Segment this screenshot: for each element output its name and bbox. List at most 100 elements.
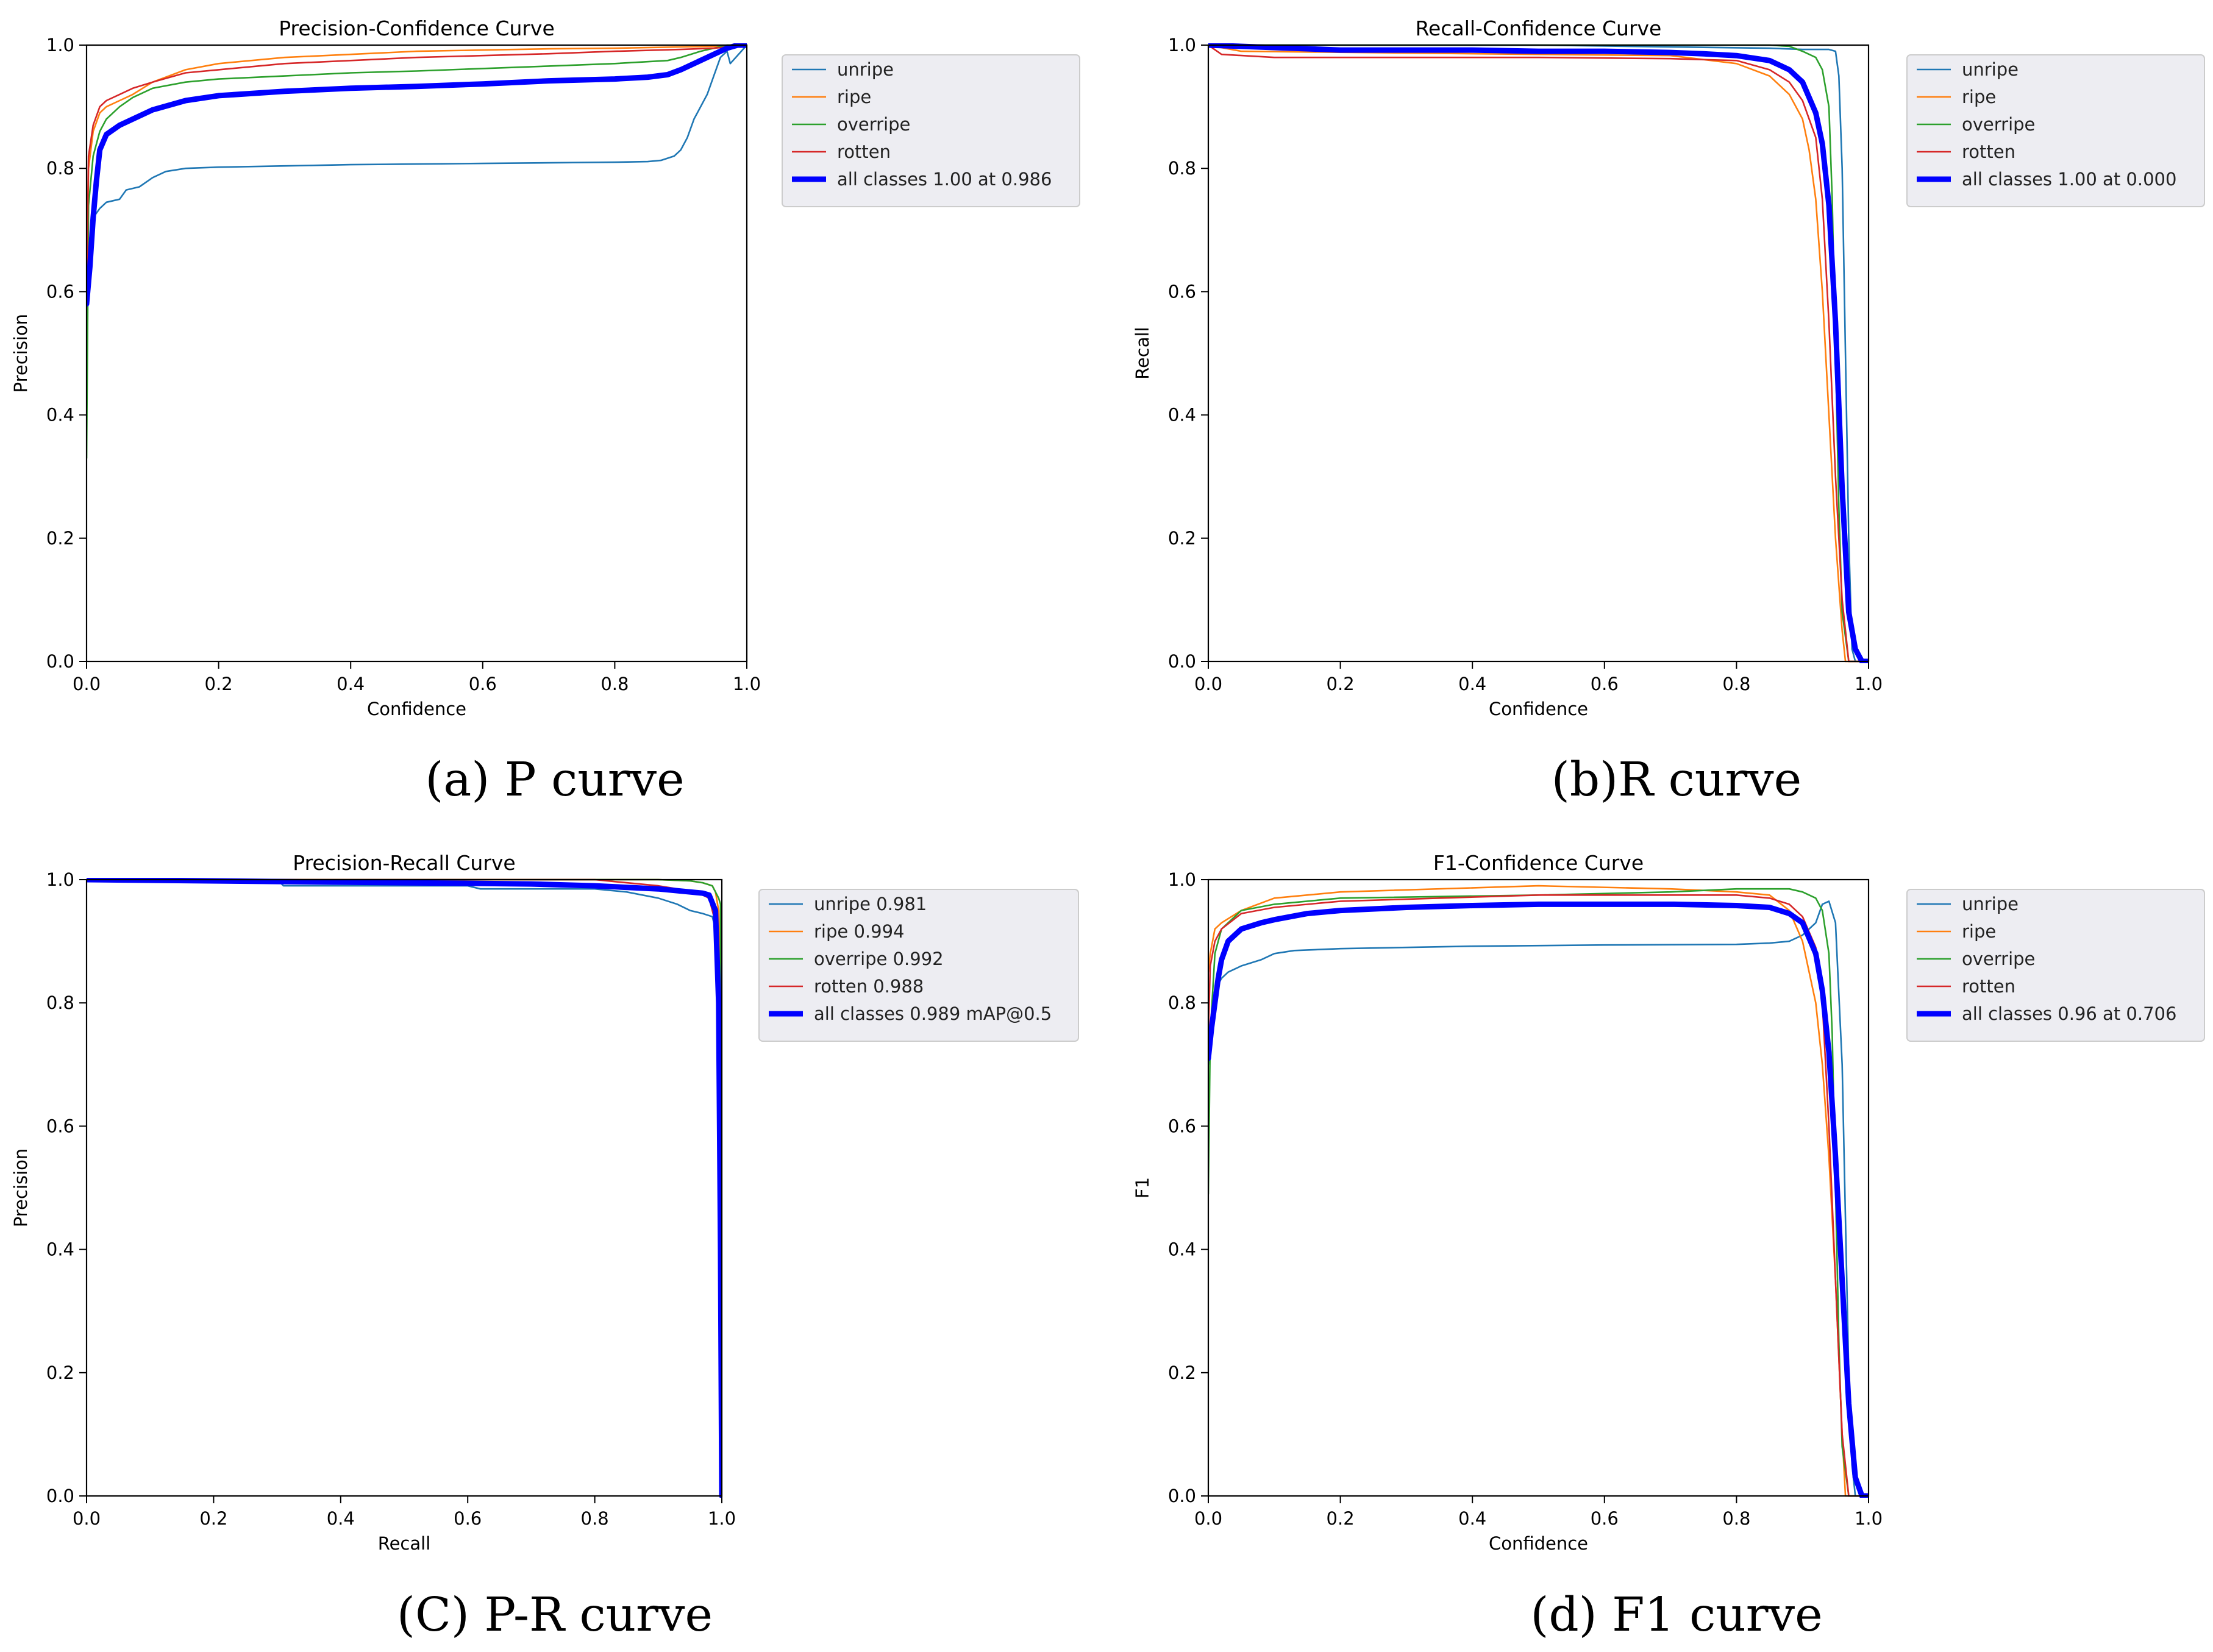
y-axis-label: Precision — [10, 1148, 31, 1227]
legend: unripe 0.981 ripe 0.994 overripe 0.992 rott… — [758, 889, 1079, 1042]
series-group — [87, 43, 747, 459]
series-line-all — [87, 878, 722, 1498]
x-tick-label: 0.8 — [581, 1508, 609, 1529]
x-tick-label: 0.6 — [469, 674, 497, 694]
series-group — [87, 878, 722, 1498]
legend-entry-unripe: unripe — [1962, 59, 2019, 80]
figure-caption: (d) F1 curve — [1530, 1588, 1822, 1642]
series-group — [1208, 43, 1869, 663]
y-tick-label: 1.0 — [1168, 35, 1196, 55]
x-tick-label: 0.6 — [454, 1508, 482, 1529]
legend-entry-unripe: unripe — [837, 59, 894, 80]
series-line-ripe — [1208, 885, 1869, 1497]
x-tick-label: 0.2 — [205, 674, 233, 694]
legend-entry-overripe: overripe — [837, 114, 910, 135]
chart-panel-r: 0.0 0.2 0.4 0.6 0.8 1.0 0.0 0.2 0.4 0.6 0.8 1.0 Reca… — [1132, 16, 2205, 807]
y-tick-label: 0.2 — [46, 528, 74, 549]
figure-caption: (b)R curve — [1552, 753, 1801, 807]
legend-entry-rotten: rotten 0.988 — [814, 976, 924, 997]
chart-panel-pr: 0.0 0.2 0.4 0.6 0.8 1.0 0.0 0.2 0.4 0.6 0.8 1.0 Prec… — [10, 851, 1079, 1642]
series-line-ripe — [87, 878, 722, 1497]
legend-entry-overripe: overripe — [1962, 114, 2035, 135]
chart-title: F1-Confidence Curve — [1433, 851, 1644, 875]
y-tick-label: 0.2 — [46, 1362, 74, 1383]
x-tick-label: 1.0 — [708, 1508, 736, 1529]
plot-frame — [1207, 878, 1870, 1497]
series-line-all — [1208, 43, 1869, 663]
x-tick-label: 0.2 — [199, 1508, 227, 1529]
chart-panel-p: 0.0 0.2 0.4 0.6 0.8 1.0 0.0 0.2 0.4 0.6 0.8 1.0 Prec… — [10, 16, 1080, 807]
legend-entry-ripe: ripe — [1962, 921, 1996, 942]
legend: unripe ripe overripe rotten all classes 1.00… — [782, 54, 1080, 207]
x-tick-label: 0.6 — [1591, 1508, 1619, 1529]
series-line-overripe — [1208, 44, 1869, 663]
y-tick-label: 0.6 — [46, 1116, 74, 1136]
y-tick-label: 0.8 — [46, 158, 74, 179]
y-axis-label: Recall — [1132, 327, 1153, 380]
chart-title: Precision-Confidence Curve — [279, 16, 555, 40]
legend-entry-overripe: overripe — [1962, 949, 2035, 969]
series-line-all — [87, 43, 747, 307]
x-tick-label: 0.2 — [1327, 1508, 1355, 1529]
series-line-rotten — [87, 44, 747, 293]
plot-frame — [1207, 44, 1870, 663]
x-tick-label: 0.0 — [1194, 674, 1222, 694]
y-tick-label: 0.0 — [46, 1486, 74, 1506]
series-line-rotten — [1208, 894, 1869, 1497]
legend-entry-overripe: overripe 0.992 — [814, 949, 944, 969]
legend-entry-ripe: ripe — [837, 87, 871, 107]
figure-caption: (C) P-R curve — [397, 1588, 713, 1642]
y-tick-label: 0.6 — [1168, 281, 1196, 302]
legend-entry-rotten: rotten — [837, 141, 891, 162]
plot-frame — [85, 878, 723, 1497]
series-line-all — [1208, 901, 1869, 1498]
y-tick-label: 1.0 — [46, 35, 74, 55]
y-tick-label: 1.0 — [1168, 869, 1196, 890]
series-group — [1208, 885, 1869, 1498]
y-tick-label: 0.0 — [1168, 651, 1196, 672]
x-axis-label: Confidence — [1489, 699, 1588, 719]
x-tick-label: 0.0 — [73, 674, 101, 694]
y-tick-label: 0.6 — [1168, 1116, 1196, 1136]
series-line-unripe — [87, 44, 747, 305]
legend-box — [1906, 54, 2205, 207]
x-tick-label: 1.0 — [1855, 674, 1883, 694]
y-tick-label: 1.0 — [46, 869, 74, 890]
x-tick-label: 1.0 — [1855, 1508, 1883, 1529]
legend-entry-all: all classes 1.00 at 0.000 — [1962, 169, 2176, 190]
y-tick-label: 0.4 — [1168, 1239, 1196, 1260]
series-line-overripe — [87, 878, 722, 1497]
legend-entry-all: all classes 0.989 mAP@0.5 — [814, 1003, 1052, 1024]
chart-panel-f1: 0.0 0.2 0.4 0.6 0.8 1.0 0.0 0.2 0.4 0.6 0.8 1.0 F1-C… — [1132, 851, 2205, 1642]
plot-frame — [85, 44, 748, 663]
series-line-unripe — [87, 878, 722, 1497]
y-tick-label: 0.4 — [46, 405, 74, 425]
series-line-unripe — [1208, 44, 1869, 663]
x-tick-label: 0.8 — [1722, 1508, 1750, 1529]
y-tick-label: 0.2 — [1168, 528, 1196, 549]
series-line-overripe — [87, 44, 747, 459]
series-line-ripe — [1208, 44, 1869, 663]
y-tick-label: 0.0 — [1168, 1486, 1196, 1506]
series-line-overripe — [1208, 888, 1869, 1497]
x-tick-label: 1.0 — [733, 674, 761, 694]
x-tick-label: 0.2 — [1327, 674, 1355, 694]
series-line-rotten — [87, 878, 722, 1497]
x-tick-label: 0.0 — [73, 1508, 101, 1529]
legend: unripe ripe overripe rotten all classes 1.00… — [1906, 54, 2205, 207]
y-axis-label: F1 — [1132, 1177, 1153, 1198]
legend-entry-all: all classes 1.00 at 0.986 — [837, 169, 1052, 190]
y-axis-label: Precision — [10, 314, 31, 393]
y-tick-label: 0.8 — [46, 992, 74, 1013]
y-tick-label: 0.2 — [1168, 1362, 1196, 1383]
x-tick-label: 0.8 — [600, 674, 629, 694]
legend-entry-rotten: rotten — [1962, 141, 2015, 162]
y-tick-label: 0.8 — [1168, 992, 1196, 1013]
legend-entry-unripe: unripe 0.981 — [814, 894, 927, 914]
x-axis-label: Recall — [378, 1533, 431, 1554]
series-line-ripe — [87, 44, 747, 293]
x-tick-label: 0.6 — [1591, 674, 1619, 694]
x-tick-label: 0.8 — [1722, 674, 1750, 694]
legend-entry-rotten: rotten — [1962, 976, 2015, 997]
